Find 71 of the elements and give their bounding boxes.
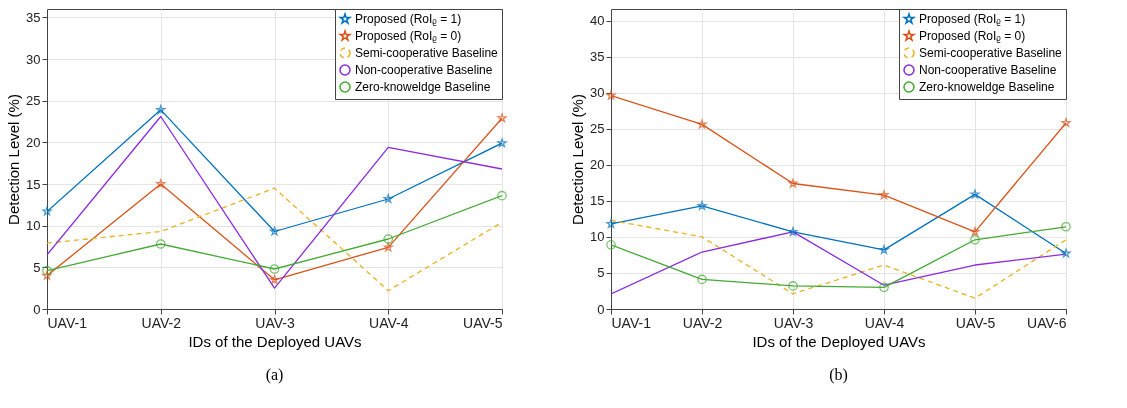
y-tick-label: 0 xyxy=(33,301,41,317)
point xyxy=(1061,221,1071,232)
point xyxy=(497,190,507,201)
y-tick-label: 35 xyxy=(26,9,41,25)
point xyxy=(1061,248,1071,258)
point xyxy=(879,282,889,293)
y-tick-label: 30 xyxy=(590,85,605,101)
text: (a) xyxy=(265,366,284,384)
y-tick-label: 10 xyxy=(26,218,41,234)
point xyxy=(269,264,280,274)
legend-label: Non-cooperative Baseline xyxy=(919,63,1057,77)
x-axis-title: IDs of the Deployed UAVs xyxy=(188,332,362,350)
point xyxy=(155,239,166,249)
legend-label: Proposed (RoIᵨ = 1) xyxy=(919,12,1026,26)
x-tick-label: UAV-5 xyxy=(463,314,503,331)
point xyxy=(697,274,707,285)
legend-label: Zero-knoweldge Baseline xyxy=(919,80,1055,94)
line-series xyxy=(47,187,502,292)
x-tick-label: UAV-6 xyxy=(1027,314,1067,331)
legend-label: Proposed (RoIᵨ = 1) xyxy=(355,12,462,26)
y-axis-title: Detection Level (%) xyxy=(569,94,587,225)
x-axis-title: IDs of the Deployed UAVs xyxy=(752,332,926,350)
point xyxy=(970,234,980,245)
point xyxy=(42,270,52,280)
y-tick-label: 10 xyxy=(590,229,605,245)
point xyxy=(788,178,798,188)
point xyxy=(42,206,52,216)
y-tick-label: 15 xyxy=(590,193,605,209)
point xyxy=(1061,118,1071,127)
legend-label: Zero-knoweldge Baseline xyxy=(355,80,491,94)
point xyxy=(606,239,616,250)
point xyxy=(970,189,980,199)
x-tick-label: UAV-2 xyxy=(141,314,182,331)
point xyxy=(788,281,798,291)
x-tick-label: UAV-1 xyxy=(611,314,652,331)
legend-label: Non-cooperative Baseline xyxy=(355,63,493,77)
legend-label: Proposed (RoIᵨ = 0) xyxy=(355,29,462,43)
point xyxy=(497,138,507,148)
y-tick-label: 25 xyxy=(590,121,605,137)
point xyxy=(383,234,394,244)
y-axis-title: Detection Level (%) xyxy=(5,94,23,225)
legend-label: Semi-cooperative Baseline xyxy=(919,46,1063,60)
x-tick-label: UAV-4 xyxy=(864,314,905,331)
y-tick-label: 25 xyxy=(26,93,41,109)
y-tick-label: 35 xyxy=(590,49,605,65)
legend-label: Semi-cooperative Baseline xyxy=(355,46,499,60)
point xyxy=(269,226,280,236)
y-tick-label: 15 xyxy=(26,176,41,192)
x-tick-label: UAV-1 xyxy=(47,314,88,331)
text: (b) xyxy=(829,366,848,384)
y-tick-label: 5 xyxy=(33,259,41,275)
y-tick-label: 20 xyxy=(26,134,41,150)
y-tick-label: 0 xyxy=(597,301,605,317)
x-tick-label: UAV-3 xyxy=(255,314,295,331)
point xyxy=(697,119,707,129)
point xyxy=(383,242,393,252)
point xyxy=(383,194,393,204)
point xyxy=(879,190,889,200)
point xyxy=(156,179,166,189)
y-tick-label: 5 xyxy=(597,265,605,281)
point xyxy=(42,265,52,276)
point xyxy=(497,113,507,123)
legend-label: Proposed (RoIᵨ = 0) xyxy=(919,29,1026,43)
x-tick-label: UAV-4 xyxy=(369,314,409,331)
x-tick-label: UAV-3 xyxy=(773,314,814,331)
point xyxy=(606,90,616,100)
x-tick-label: UAV-2 xyxy=(682,314,723,331)
y-tick-label: 20 xyxy=(590,157,605,173)
y-tick-label: 40 xyxy=(590,13,605,29)
x-tick-label: UAV-5 xyxy=(955,314,996,331)
y-tick-label: 30 xyxy=(26,51,41,67)
